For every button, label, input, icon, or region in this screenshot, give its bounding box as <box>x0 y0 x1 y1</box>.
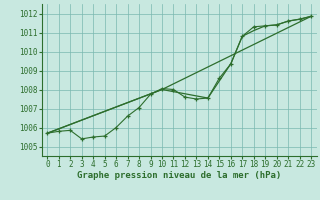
X-axis label: Graphe pression niveau de la mer (hPa): Graphe pression niveau de la mer (hPa) <box>77 171 281 180</box>
